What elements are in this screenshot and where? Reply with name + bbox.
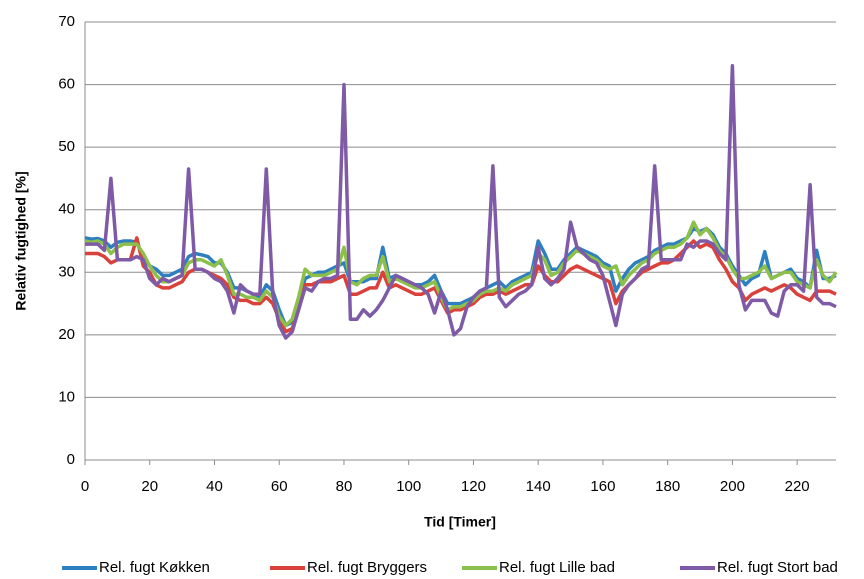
series-line [84,220,838,328]
legend-label: Rel. fugt Køkken [99,559,210,576]
x-tick-label: 160 [590,478,615,495]
x-tick-label: 80 [336,478,353,495]
x-tick-label: 60 [271,478,288,495]
legend-label: Rel. fugt Bryggers [307,559,427,576]
x-tick-label: 140 [526,478,551,495]
legend-label: Rel. fugt Stort bad [717,559,838,576]
y-tick-label: 60 [58,76,75,93]
x-tick-label: 200 [720,478,745,495]
x-tick-label: 120 [461,478,486,495]
y-tick-label: 70 [58,13,75,30]
y-tick-label: 0 [67,451,75,468]
x-tick-label: 0 [81,478,89,495]
x-tick-label: 20 [141,478,158,495]
x-tick-label: 40 [206,478,223,495]
legend-label: Rel. fugt Lille bad [499,559,615,576]
x-tick-label: 100 [396,478,421,495]
series-line [85,64,837,340]
y-tick-label: 20 [58,326,75,343]
y-tick-label: 30 [58,263,75,280]
x-tick-label: 220 [785,478,810,495]
y-tick-label: 10 [58,388,75,405]
x-axis-title: Tid [Timer] [424,514,496,530]
x-tick-label: 180 [655,478,680,495]
y-tick-label: 50 [58,138,75,155]
y-tick-label: 40 [58,201,75,218]
y-axis-title: Relativ fugtighed [%] [13,171,29,310]
